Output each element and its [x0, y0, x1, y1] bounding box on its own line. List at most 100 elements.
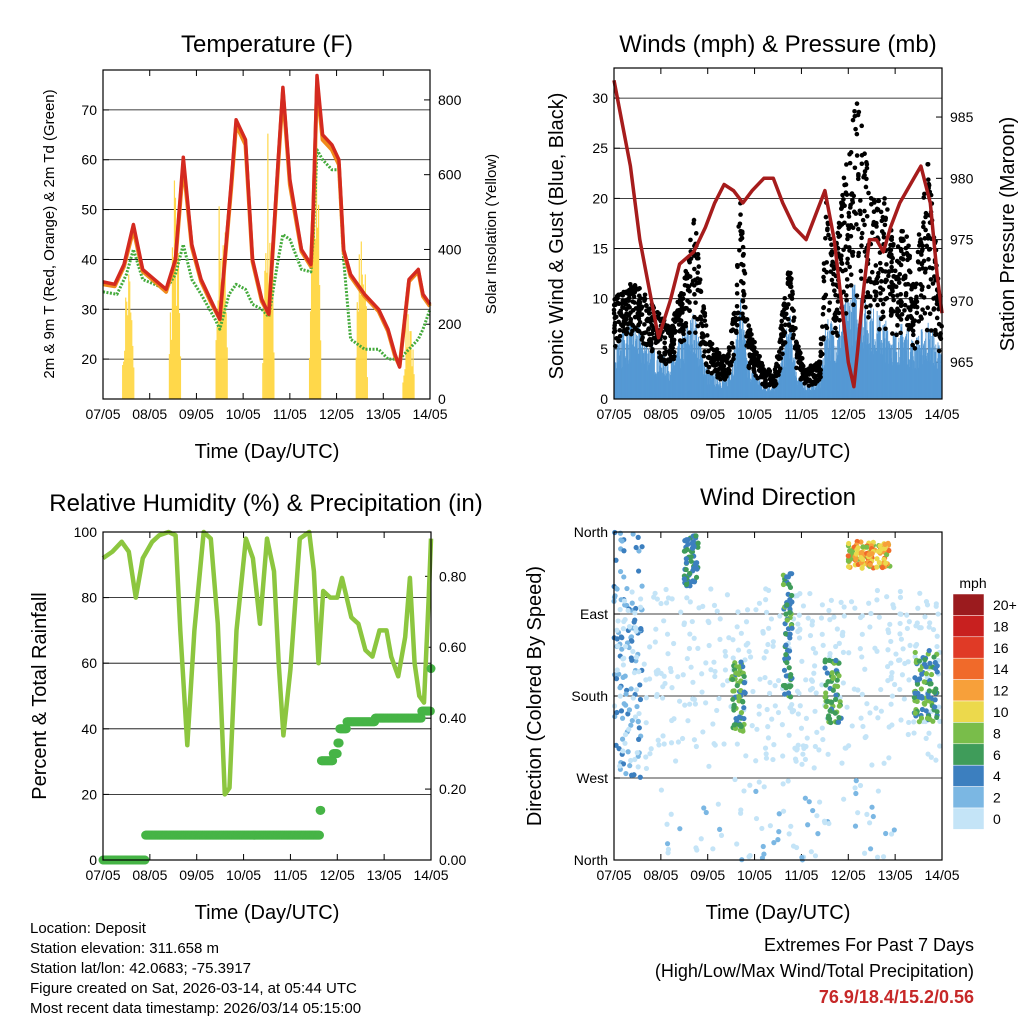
gust-point [921, 220, 926, 225]
humidity-precip-panel: Relative Humidity (%) & Precipitation (i… [29, 490, 483, 924]
direction-point [753, 815, 760, 822]
gust-point [663, 324, 669, 330]
direction-point [685, 718, 691, 724]
direction-point [824, 670, 830, 676]
gust-point [647, 310, 652, 316]
direction-point [779, 722, 785, 728]
gust-point [737, 247, 742, 253]
direction-point [763, 751, 769, 757]
gust-point [844, 284, 850, 289]
direction-point [807, 632, 814, 639]
direction-point [906, 619, 912, 625]
direction-point [636, 669, 642, 675]
winds-xtick-label: 13/05 [878, 406, 913, 422]
direction-point [741, 673, 747, 680]
gust-point [872, 297, 877, 303]
direction-point [810, 807, 816, 814]
gust-point [704, 362, 709, 368]
precip-point [334, 738, 344, 748]
gust-point [853, 211, 859, 216]
direction-point [864, 544, 870, 550]
direction-point [858, 715, 864, 721]
gust-point [910, 328, 916, 334]
gust-point [806, 378, 811, 383]
humidity-xtick-label: 07/05 [85, 867, 120, 883]
direction-point [927, 620, 933, 626]
location-text: Location: Deposit [30, 920, 146, 937]
gust-point [802, 381, 808, 386]
direction-point [676, 698, 683, 704]
direction-point [838, 599, 844, 605]
gust-point [923, 227, 928, 233]
direction-point [687, 701, 693, 707]
gust-point [879, 279, 884, 284]
gust-point [632, 283, 638, 288]
direction-point [683, 581, 690, 587]
gust-point [934, 332, 939, 337]
humidity-xtick-label: 14/05 [413, 867, 448, 883]
direction-point [635, 534, 641, 540]
direction-point [620, 674, 626, 680]
gust-point [662, 345, 668, 351]
gust-point [925, 305, 931, 311]
speed-legend-label: 2 [993, 790, 1001, 806]
direction-point [852, 823, 859, 829]
direction-point [853, 790, 859, 797]
gust-point [730, 345, 736, 350]
direction-point [888, 831, 895, 837]
gust-point [926, 247, 932, 252]
direction-point [647, 644, 653, 650]
wind-direction-xlabel: Time (Day/UTC) [706, 902, 851, 924]
gust-point [871, 222, 876, 228]
direction-point [626, 624, 633, 630]
direction-point [809, 685, 816, 692]
direction-point [747, 782, 753, 788]
direction-point [692, 560, 698, 566]
gust-point [773, 369, 778, 374]
speed-legend: 20+ 18 16 14 12 10 8 6 4 2 0 [952, 593, 1017, 830]
direction-point [651, 594, 657, 600]
gust-point [642, 292, 648, 298]
temperature-ylabel: 2m & 9m T (Red, Orange) & 2m Td (Green) [41, 89, 58, 378]
temperature-xtick-label: 10/05 [226, 406, 261, 422]
direction-point [625, 749, 631, 755]
gust-point [898, 236, 904, 242]
winds-xtick-label: 08/05 [643, 406, 678, 422]
gust-point [622, 301, 628, 306]
gust-point [848, 192, 854, 197]
direction-point [735, 609, 741, 615]
gust-point [617, 333, 623, 339]
direction-point [792, 756, 799, 762]
direction-point [874, 597, 880, 603]
gust-point [704, 333, 710, 338]
direction-point [616, 746, 622, 752]
direction-point [660, 684, 666, 690]
direction-point [897, 686, 903, 693]
direction-point [620, 662, 626, 668]
direction-point [776, 829, 782, 835]
direction-point [720, 682, 726, 688]
direction-point [750, 688, 756, 695]
gust-point [894, 332, 899, 338]
direction-point [628, 757, 634, 764]
humidity-line [101, 529, 434, 797]
temperature-xtick-label: 09/05 [179, 406, 214, 422]
direction-point [618, 634, 624, 640]
gust-point [782, 322, 788, 328]
direction-point [663, 586, 669, 593]
direction-point [853, 556, 859, 562]
direction-point [914, 677, 920, 683]
gust-point [866, 310, 872, 315]
direction-point [830, 675, 836, 682]
direction-point [845, 558, 852, 564]
gust-point [907, 322, 912, 328]
direction-point [734, 624, 740, 630]
direction-point [786, 732, 792, 738]
gust-point [753, 373, 758, 378]
direction-point [630, 695, 636, 701]
gust-point [697, 288, 702, 294]
direction-point [897, 620, 903, 627]
direction-point [717, 826, 723, 832]
gust-point [816, 359, 822, 365]
direction-point [731, 704, 737, 710]
